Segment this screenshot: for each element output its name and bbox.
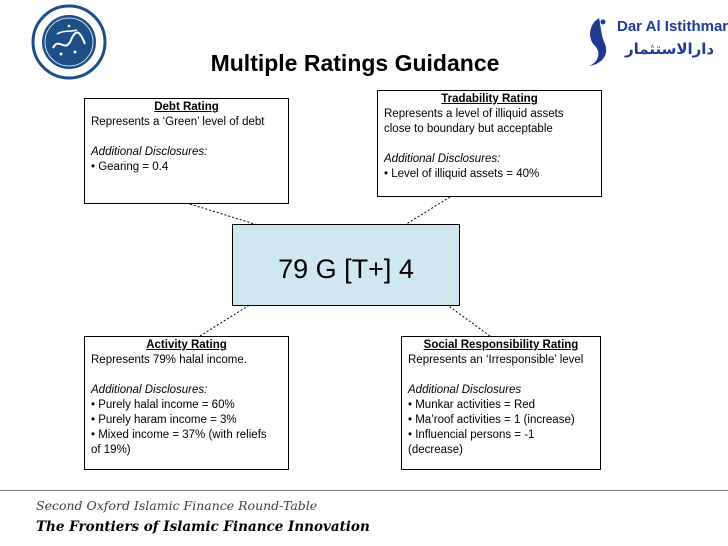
composite-rating-code: 79 G [T+] 4	[278, 254, 414, 284]
social-rating-item: • Munkar activities = Red	[408, 399, 536, 411]
debt-rating-description: Represents a ‘Green’ level of debt	[91, 116, 265, 128]
debt-rating-heading: Debt Rating	[154, 101, 219, 113]
social-rating-description: Represents an ‘Irresponsible’ level	[408, 354, 584, 366]
dar-al-istithmar-logo: Dar Al Istithmar دارالاستثمار	[583, 12, 728, 72]
activity-rating-item: • Purely haram income = 3%	[91, 414, 237, 426]
activity-rating-box: Activity Rating Represents 79% halal inc…	[84, 336, 289, 470]
tradability-rating-box: Tradability Rating Represents a level of…	[377, 90, 602, 197]
activity-rating-description: Represents 79% halal income.	[91, 354, 247, 366]
footer-event-name: Second Oxford Islamic Finance Round-Tabl…	[36, 498, 318, 513]
tradability-rating-description-line: close to boundary but acceptable	[384, 123, 553, 135]
activity-rating-disclosures-title: Additional Disclosures:	[91, 384, 208, 396]
dar-al-istithmar-mark-icon	[589, 18, 607, 66]
oxford-islamic-finance-logo	[31, 4, 107, 80]
debt-rating-box: Debt Rating Represents a ‘Green’ level o…	[84, 98, 289, 204]
slide-title: Multiple Ratings Guidance	[210, 50, 500, 76]
activity-rating-heading: Activity Rating	[146, 339, 227, 351]
composite-rating-box: 79 G [T+] 4	[232, 224, 460, 306]
social-rating-item: (decrease)	[408, 444, 463, 456]
tradability-rating-disclosures-title: Additional Disclosures:	[384, 153, 501, 165]
tradability-rating-item: • Level of illiquid assets = 40%	[384, 168, 540, 180]
social-responsibility-rating-box: Social Responsibility Rating Represents …	[401, 336, 601, 470]
social-rating-disclosures-title: Additional Disclosures	[408, 384, 522, 396]
social-rating-item: • Influencial persons = -1	[408, 429, 535, 441]
footer-theme: The Frontiers of Islamic Finance Innovat…	[36, 519, 370, 535]
debt-rating-disclosures-title: Additional Disclosures:	[91, 146, 208, 158]
social-rating-heading: Social Responsibility Rating	[423, 339, 579, 351]
tradability-rating-heading: Tradability Rating	[441, 93, 538, 105]
dar-al-istithmar-name: Dar Al Istithmar	[617, 18, 728, 35]
social-rating-item: • Ma’roof activities = 1 (increase)	[408, 414, 575, 426]
footer-divider	[0, 490, 728, 491]
social-connector	[427, 290, 491, 337]
activity-rating-item: • Purely halal income = 60%	[91, 399, 235, 411]
activity-rating-item: of 19%)	[91, 444, 131, 456]
tradability-rating-description-line: Represents a level of illiquid assets	[384, 108, 564, 120]
debt-rating-item: • Gearing = 0.4	[91, 161, 169, 173]
activity-rating-item: • Mixed income = 37% (with reliefs	[91, 429, 267, 441]
dar-al-istithmar-arabic-name: دارالاستثمار	[625, 40, 715, 58]
